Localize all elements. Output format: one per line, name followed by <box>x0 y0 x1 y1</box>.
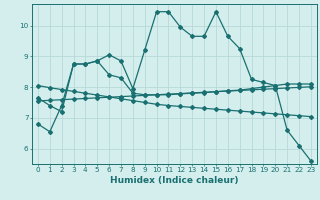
X-axis label: Humidex (Indice chaleur): Humidex (Indice chaleur) <box>110 176 239 185</box>
